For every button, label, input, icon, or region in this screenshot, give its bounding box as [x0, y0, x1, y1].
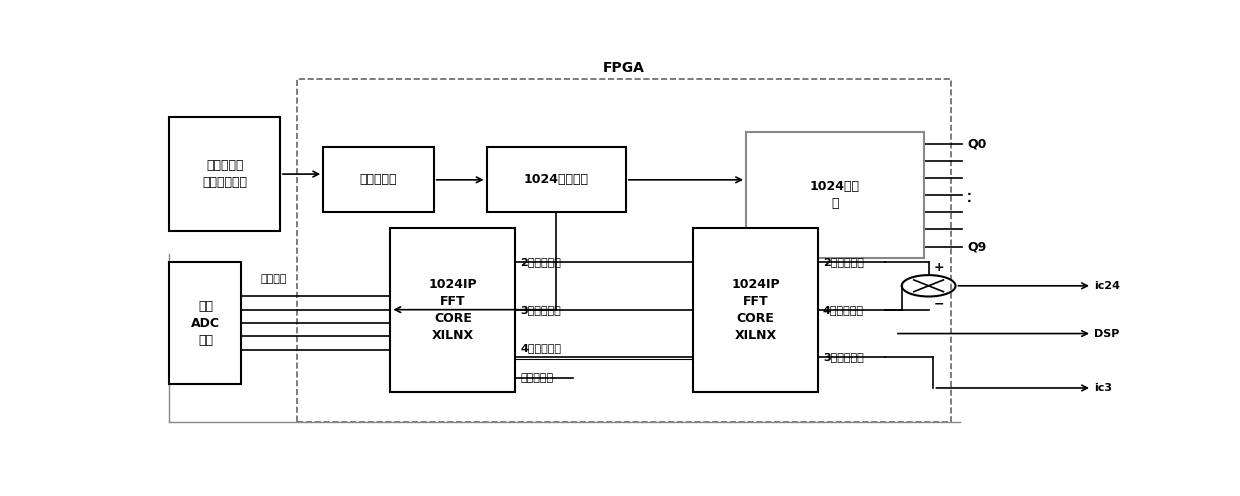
Bar [746, 132, 924, 258]
Text: 1024分频电路: 1024分频电路 [523, 173, 589, 186]
Text: Q9: Q9 [967, 240, 986, 253]
Bar [170, 262, 242, 384]
Bar [324, 147, 434, 212]
Bar [486, 147, 626, 212]
Bar [298, 78, 951, 423]
Bar [170, 117, 280, 231]
Text: FPGA: FPGA [603, 61, 645, 75]
Text: 1024计数
器: 1024计数 器 [810, 180, 859, 210]
Text: 4次谐波电流: 4次谐波电流 [521, 343, 562, 353]
Text: DSP: DSP [1094, 328, 1120, 339]
Text: 预分频电路: 预分频电路 [360, 173, 397, 186]
Text: −: − [934, 298, 944, 310]
Text: 1024IP
FFT
CORE
XILNX: 1024IP FFT CORE XILNX [429, 278, 477, 342]
Text: 外置
ADC
模块: 外置 ADC 模块 [191, 300, 219, 347]
Bar [693, 228, 818, 392]
Text: +: + [934, 261, 944, 274]
Text: ic24: ic24 [1094, 281, 1120, 291]
Text: 切换开关: 切换开关 [260, 274, 288, 284]
Text: 4次谐波电流: 4次谐波电流 [823, 305, 864, 314]
Text: .: . [967, 192, 972, 205]
Text: 3次谐波电流: 3次谐波电流 [521, 305, 560, 314]
Text: 2次谐波电流: 2次谐波电流 [521, 257, 560, 267]
Text: .: . [967, 185, 972, 198]
Text: 2次谐波电流: 2次谐波电流 [823, 257, 864, 267]
Text: ic3: ic3 [1094, 383, 1112, 393]
Text: Q0: Q0 [967, 137, 987, 150]
Text: 锁相环电路
输出脉冲信号: 锁相环电路 输出脉冲信号 [202, 159, 247, 189]
Text: 1024IP
FFT
CORE
XILNX: 1024IP FFT CORE XILNX [732, 278, 780, 342]
Bar [391, 228, 516, 392]
Text: 3次谐波电源: 3次谐波电源 [823, 353, 863, 363]
Text: 幅值和相位: 幅值和相位 [521, 373, 553, 383]
